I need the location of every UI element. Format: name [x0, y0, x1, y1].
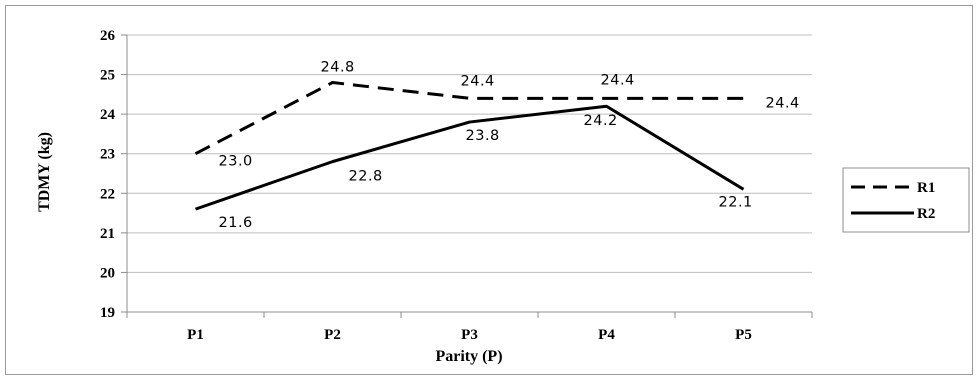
series-lines [194, 80, 745, 211]
y-tick-label: 21 [100, 226, 115, 242]
series-line-r2 [195, 104, 745, 211]
y-tick-label: 24 [100, 107, 116, 123]
data-label: 24.8 [321, 59, 355, 75]
y-axis-title: TDMY (kg) [36, 132, 53, 212]
x-tick-label: P3 [461, 327, 478, 343]
data-labels: 23.0 24.8 24.4 24.4 24.4 21.6 22.8 23.8 24.2 22.1 [219, 59, 800, 231]
legend-label-r2: R2 [917, 206, 935, 222]
y-tick-label: 19 [100, 305, 115, 321]
data-label: 22.1 [719, 194, 753, 210]
data-label: 21.6 [219, 215, 253, 231]
y-tick-label: 20 [100, 265, 115, 281]
legend-box [842, 167, 970, 233]
y-tick-label: 22 [100, 186, 115, 202]
axes: 19 20 21 22 23 24 25 26 P1 P2 P3 P4 P5 [100, 28, 813, 343]
x-tick-label: P4 [598, 327, 615, 343]
x-tick-label: P5 [735, 327, 752, 343]
series-line-r1 [194, 80, 744, 156]
y-tick-label: 25 [100, 68, 115, 84]
data-label: 23.8 [466, 128, 500, 144]
data-label: 23.0 [219, 154, 253, 170]
legend-label-r1: R1 [917, 180, 935, 196]
x-axis-title: Parity (P) [435, 348, 502, 365]
x-tick-label: P1 [187, 327, 204, 343]
data-label: 24.2 [584, 113, 618, 129]
legend: R1 R2 [842, 167, 970, 233]
data-label: 24.4 [461, 73, 495, 89]
data-label: 22.8 [349, 169, 383, 185]
gridlines [127, 34, 812, 273]
y-tick-label: 23 [100, 147, 115, 163]
data-label: 24.4 [601, 72, 635, 88]
data-label: 24.4 [766, 95, 800, 111]
x-tick-label: P2 [324, 327, 341, 343]
y-tick-label: 26 [100, 28, 116, 44]
